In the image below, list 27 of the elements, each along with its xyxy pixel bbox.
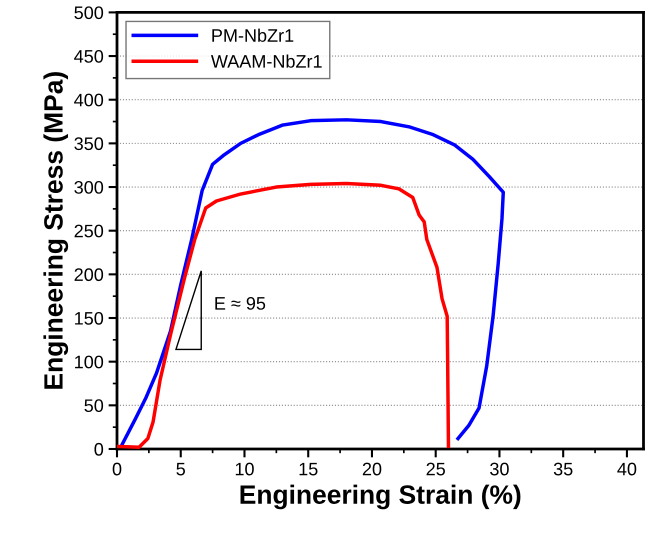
x-tick-label: 15 bbox=[300, 462, 318, 476]
y-axis-title: Engineering Stress (MPa) bbox=[43, 72, 68, 389]
y-tick-label: 150 bbox=[75, 312, 104, 325]
y-tick-label: 400 bbox=[74, 94, 104, 106]
y-tick-label: 500 bbox=[74, 6, 104, 20]
x-tick-label: 10 bbox=[236, 462, 254, 476]
legend-label: PM-NbZr1 bbox=[212, 28, 294, 42]
x-axis-title: Engineering Strain (%) bbox=[240, 484, 520, 510]
x-tick-label: 20 bbox=[362, 462, 382, 476]
legend-label: WAAM-NbZr1 bbox=[210, 54, 322, 68]
y-tick-label: 0 bbox=[94, 442, 104, 456]
y-tick-label: 450 bbox=[74, 50, 104, 63]
x-tick-label: 5 bbox=[176, 462, 186, 476]
x-tick-label: 35 bbox=[554, 462, 572, 476]
annotation: E ≈ 95 bbox=[215, 296, 266, 310]
x-tick-label: 40 bbox=[617, 462, 636, 476]
y-tick-label: 350 bbox=[74, 137, 104, 150]
line-series bbox=[120, 118, 506, 448]
x-tick-label: 30 bbox=[490, 462, 509, 476]
x-tick-label: 25 bbox=[426, 462, 445, 476]
x-tick-label: 0 bbox=[112, 462, 122, 476]
y-tick-label: 50 bbox=[84, 399, 104, 412]
y-tick-label: 250 bbox=[74, 224, 104, 238]
y-tick-label: 100 bbox=[75, 356, 104, 368]
y-tick-label: 300 bbox=[74, 180, 104, 194]
line-series bbox=[117, 182, 450, 449]
y-tick-label: 200 bbox=[74, 268, 104, 282]
